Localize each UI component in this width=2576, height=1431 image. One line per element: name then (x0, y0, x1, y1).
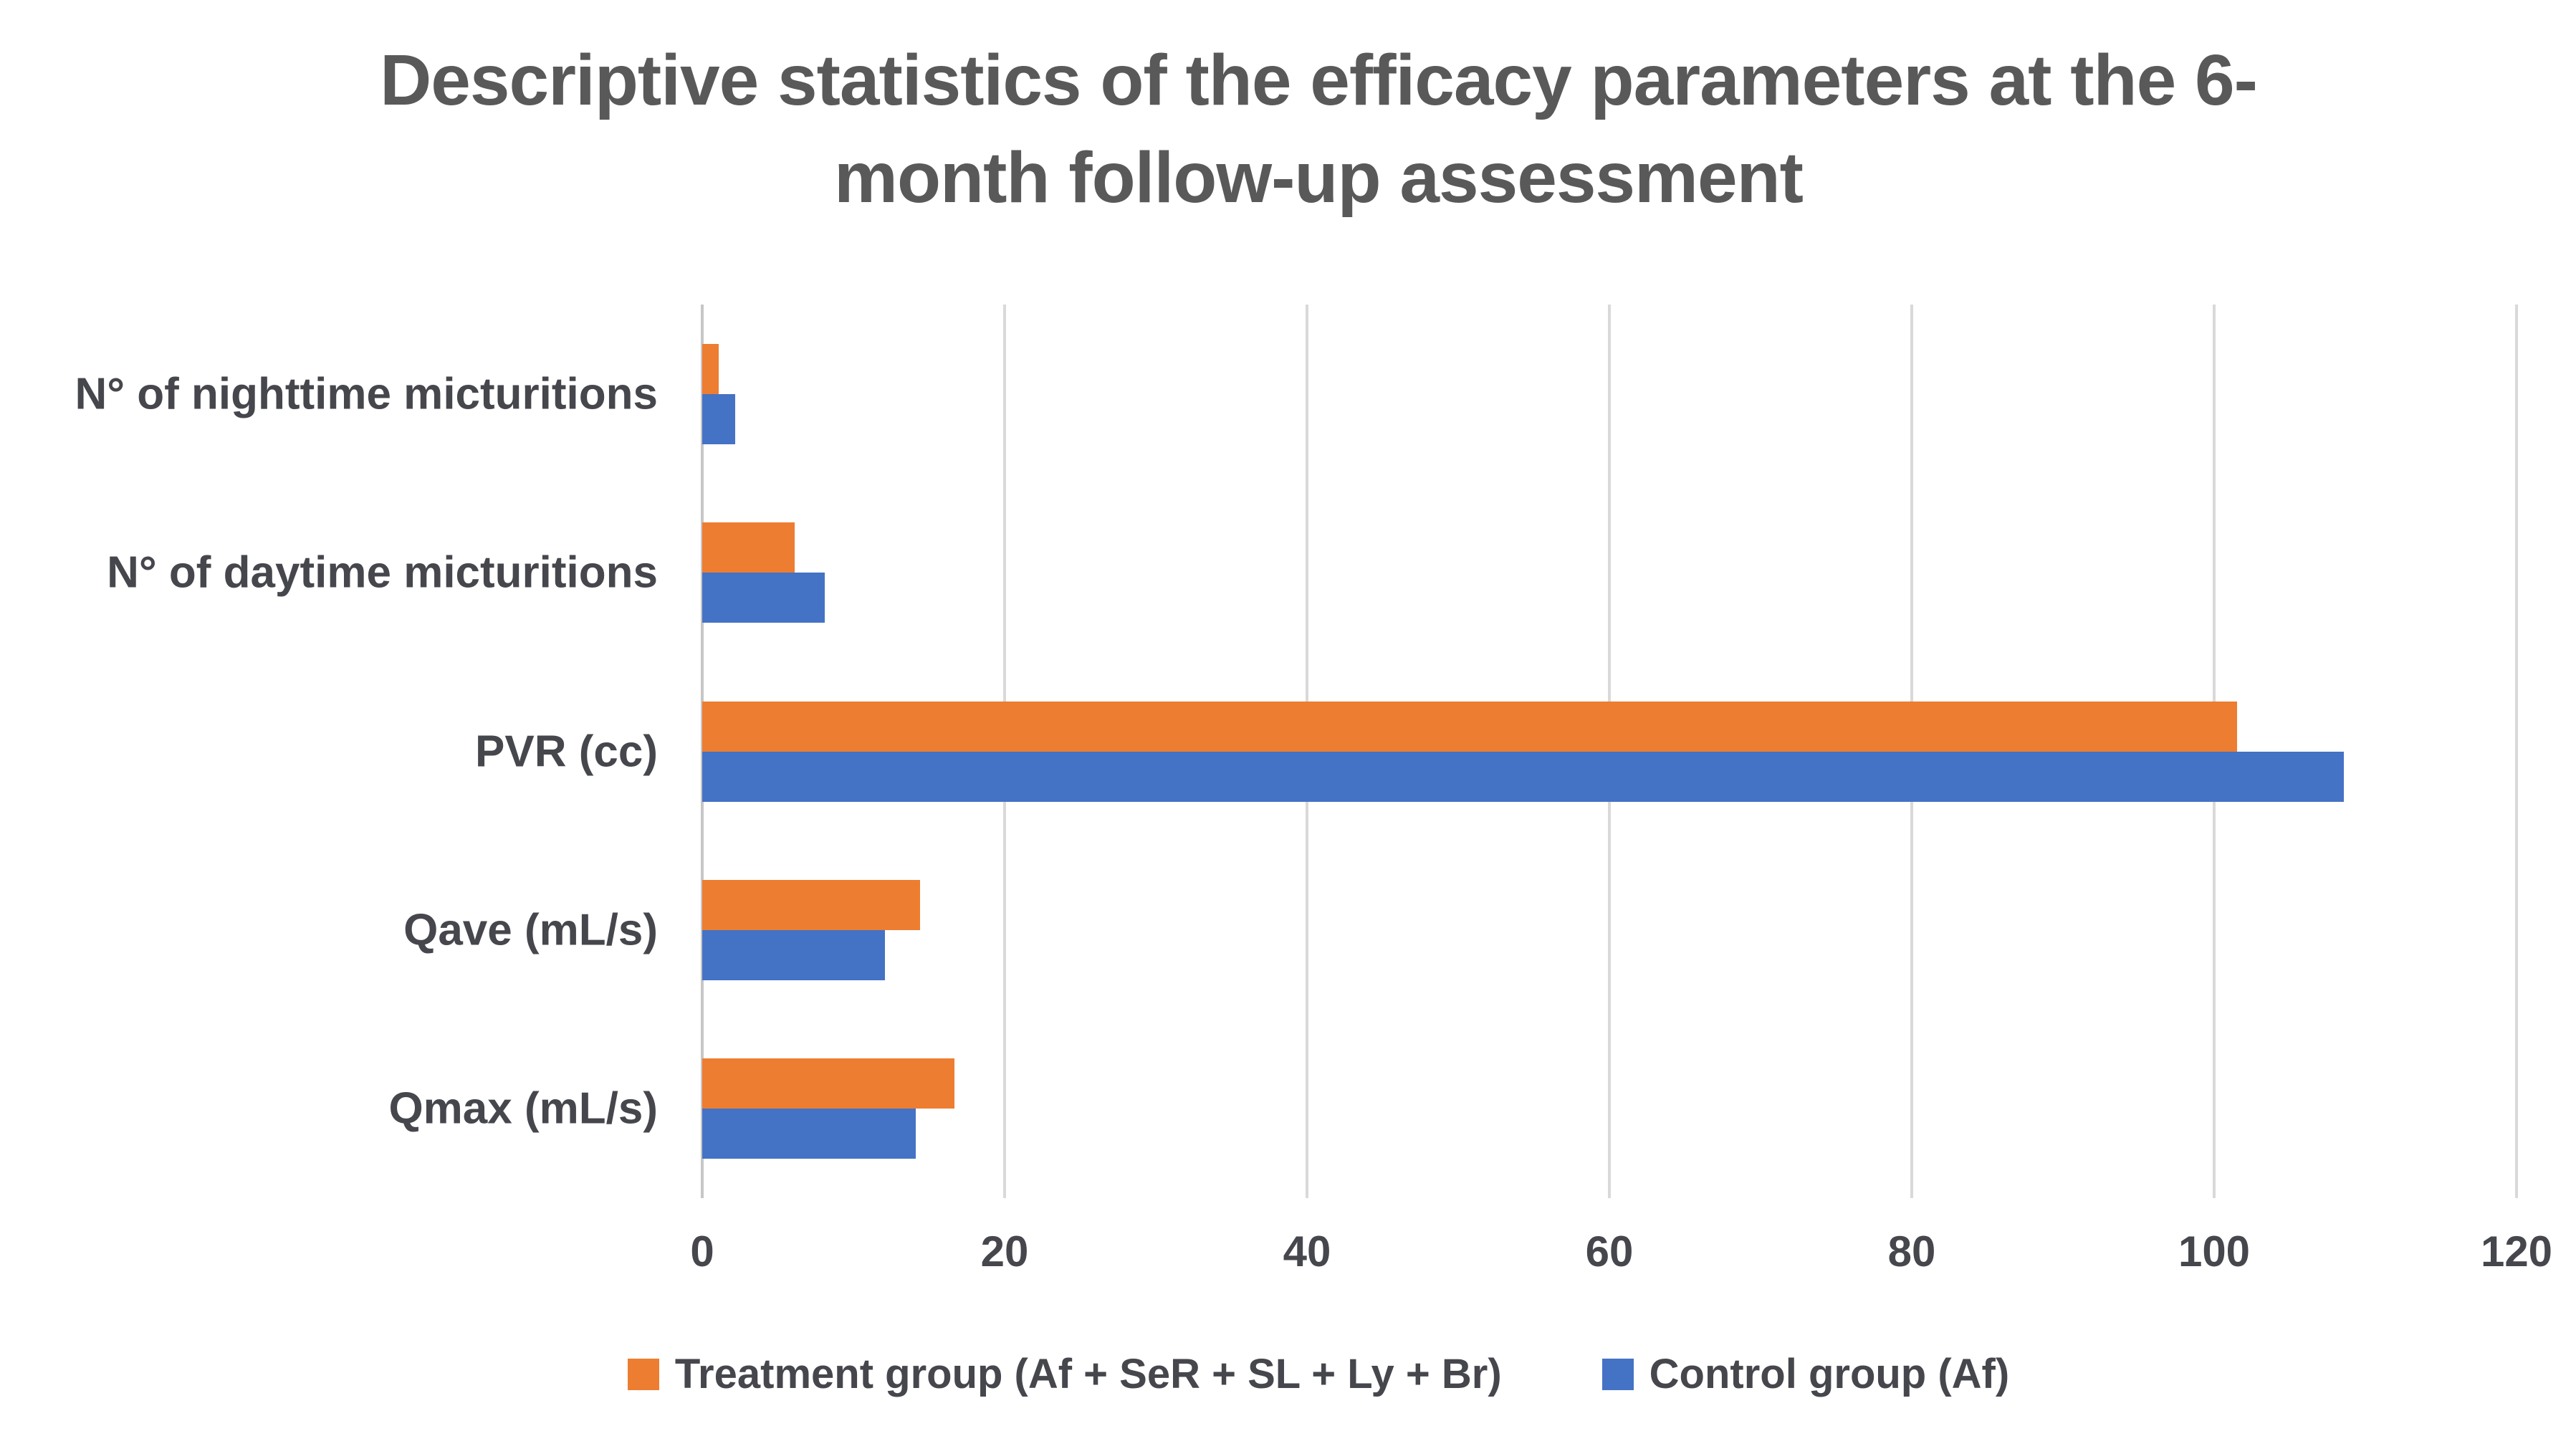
legend-label-treatment: Treatment group (Af + SeR + SL + Ly + Br… (674, 1351, 1502, 1397)
treatment-swatch-icon (627, 1358, 659, 1390)
x-tick-label: 20 (980, 1227, 1029, 1276)
bar-treatment (702, 1058, 954, 1109)
chart-title-line2: month follow-up assessment (834, 138, 1804, 218)
bar-treatment (702, 343, 719, 394)
bar-treatment (702, 879, 920, 930)
x-tick-label: 40 (1283, 1227, 1331, 1276)
legend: Treatment group (Af + SeR + SL + Ly + Br… (61, 1350, 2576, 1398)
chart-title: Descriptive statistics of the efficacy p… (61, 32, 2576, 226)
control-swatch-icon (1601, 1358, 1634, 1390)
legend-item-treatment: Treatment group (Af + SeR + SL + Ly + Br… (627, 1350, 1502, 1398)
plot-area (701, 305, 2518, 1198)
category-label: Qmax (mL/s) (388, 1083, 658, 1134)
bar-control (702, 929, 885, 980)
x-tick-label: 100 (2178, 1227, 2251, 1276)
bar-control (702, 393, 735, 444)
chart-title-line1: Descriptive statistics of the efficacy p… (380, 40, 2258, 120)
category-label: Qave (mL/s) (403, 905, 658, 955)
legend-label-control: Control group (Af) (1649, 1351, 2010, 1397)
bar-control (702, 1109, 916, 1159)
bar-treatment (702, 701, 2237, 752)
x-tick-label: 80 (1887, 1227, 1936, 1276)
category-label: N° of nighttime micturitions (75, 369, 658, 419)
category-label: N° of daytime micturitions (107, 547, 658, 598)
bar-control (702, 751, 2344, 802)
x-tick-label: 120 (2480, 1227, 2553, 1276)
bar-control (702, 573, 825, 623)
x-tick-label: 60 (1585, 1227, 1634, 1276)
legend-item-control: Control group (Af) (1601, 1350, 2010, 1398)
x-tick-label: 0 (690, 1227, 714, 1276)
gridline (2515, 305, 2518, 1198)
bar-treatment (702, 522, 795, 573)
category-label: PVR (cc) (475, 727, 658, 776)
